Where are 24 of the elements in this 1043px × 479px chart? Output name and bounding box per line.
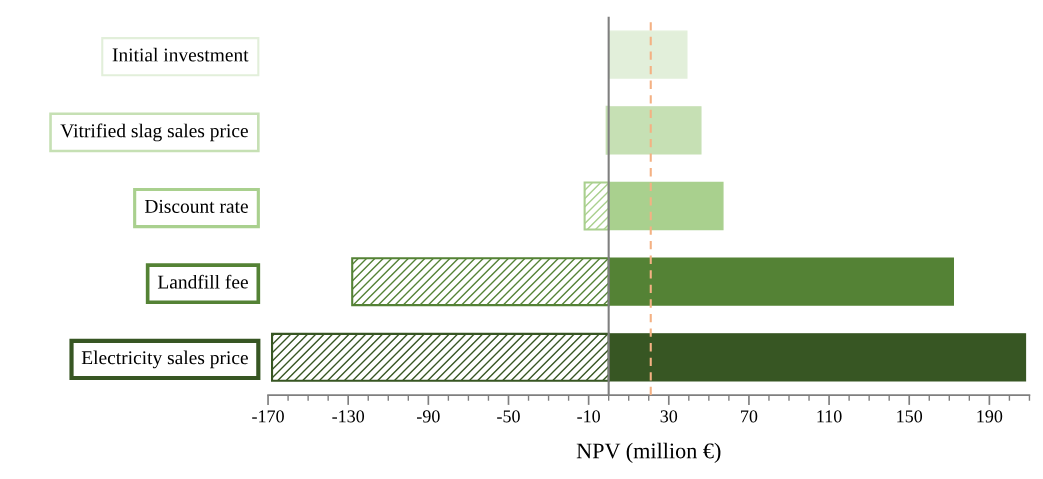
bar — [271, 332, 610, 382]
bar — [607, 333, 1027, 382]
x-tick-label: -170 — [252, 410, 284, 423]
x-tick-label: -90 — [416, 410, 440, 423]
bar — [607, 257, 954, 306]
x-tick-label: 70 — [741, 410, 758, 423]
bar — [607, 106, 702, 155]
x-axis-title: NPV (million €) — [576, 442, 721, 463]
x-tick-label: 110 — [817, 410, 842, 423]
y-tick-label: Discount rate — [144, 199, 248, 213]
y-tick-label: Initial investment — [112, 47, 249, 62]
x-tick-label: 150 — [897, 410, 923, 423]
x-tick-label: -50 — [497, 410, 520, 423]
x-tick-label: -10 — [577, 410, 600, 423]
y-tick-label: Electricity sales price — [81, 350, 248, 369]
x-tick-label: 30 — [660, 410, 678, 423]
bar — [583, 181, 610, 231]
y-tick-label: Landfill fee — [157, 274, 248, 289]
y-tick-label: Vitrified slag sales price — [60, 123, 248, 142]
x-tick-label: 190 — [977, 410, 1003, 423]
bar — [351, 257, 610, 307]
bar — [607, 181, 724, 231]
x-tick-label: -130 — [332, 410, 365, 423]
bar — [607, 30, 688, 79]
